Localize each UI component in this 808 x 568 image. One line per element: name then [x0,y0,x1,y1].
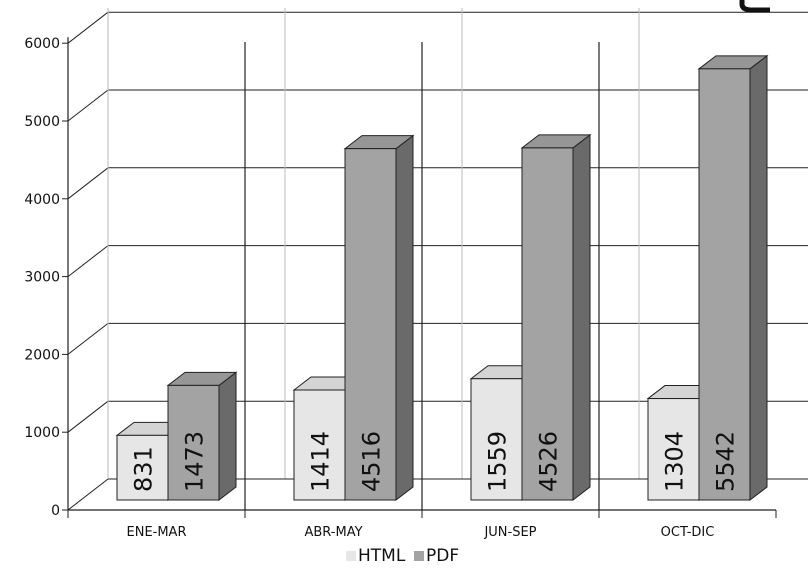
y-tick-label: 2000 [24,347,60,363]
gridline-depth [67,245,109,277]
bar-front [521,147,574,501]
y-tick-label: 4000 [24,192,60,208]
bar-value-label: 5542 [712,431,740,492]
bar-pdf: 4516 [343,134,415,502]
bar-side [218,371,237,502]
gridline-depth [67,89,109,122]
bar-side [395,134,414,502]
bar-value-label: 4516 [358,431,386,492]
gridline-depth [67,478,109,511]
bars: 831 1473 1414 4516 1559 4526 1304 5542 [115,54,769,502]
gridline-depth [67,323,109,355]
bar-front [293,389,346,501]
y-tick-label: 6000 [24,36,60,52]
legend-label: PDF [426,546,459,566]
legend-item-html: HTML [346,546,406,566]
bar-pdf: 1473 [166,371,238,502]
bar-pdf: 4526 [520,133,592,502]
legend: HTML PDF [346,546,459,566]
x-tick-label: JUN-SEP [483,525,536,540]
bar-value-label: 1414 [307,431,335,492]
bar-front [167,384,220,501]
gridline-depth [67,167,109,200]
x-tick-label: ENE-MAR [127,525,187,540]
bar-front [698,68,751,501]
y-tick-label: 1000 [24,425,60,441]
bar-front [647,398,700,501]
cropped-glyph [739,0,770,13]
bar-pdf: 5542 [697,54,769,502]
legend-item-pdf: PDF [414,546,459,566]
gridline-depth [67,11,109,44]
bar-value-label: 831 [130,446,158,492]
axes: 0 1000 2000 3000 4000 5000 6000 [24,36,777,519]
y-tick-label: 5000 [24,114,60,130]
bar-value-label: 4526 [535,431,563,492]
legend-swatch [346,551,356,561]
legend-label: HTML [358,546,406,566]
bar-side [572,133,591,502]
category-axis-labels: ENE-MAR ABR-MAY JUN-SEP OCT-DIC [127,525,715,540]
bar-value-label: 1473 [181,431,209,492]
x-tick-label: ABR-MAY [304,525,362,540]
bar-value-label: 1304 [661,431,689,492]
bar-value-label: 1559 [484,431,512,492]
x-tick-label: OCT-DIC [661,525,715,540]
gridline-depth [67,400,109,433]
bar-front [344,148,397,501]
y-tick-label: 0 [51,503,60,519]
y-tick-label: 3000 [24,270,60,286]
bar-side [749,54,768,502]
legend-swatch [414,551,424,561]
